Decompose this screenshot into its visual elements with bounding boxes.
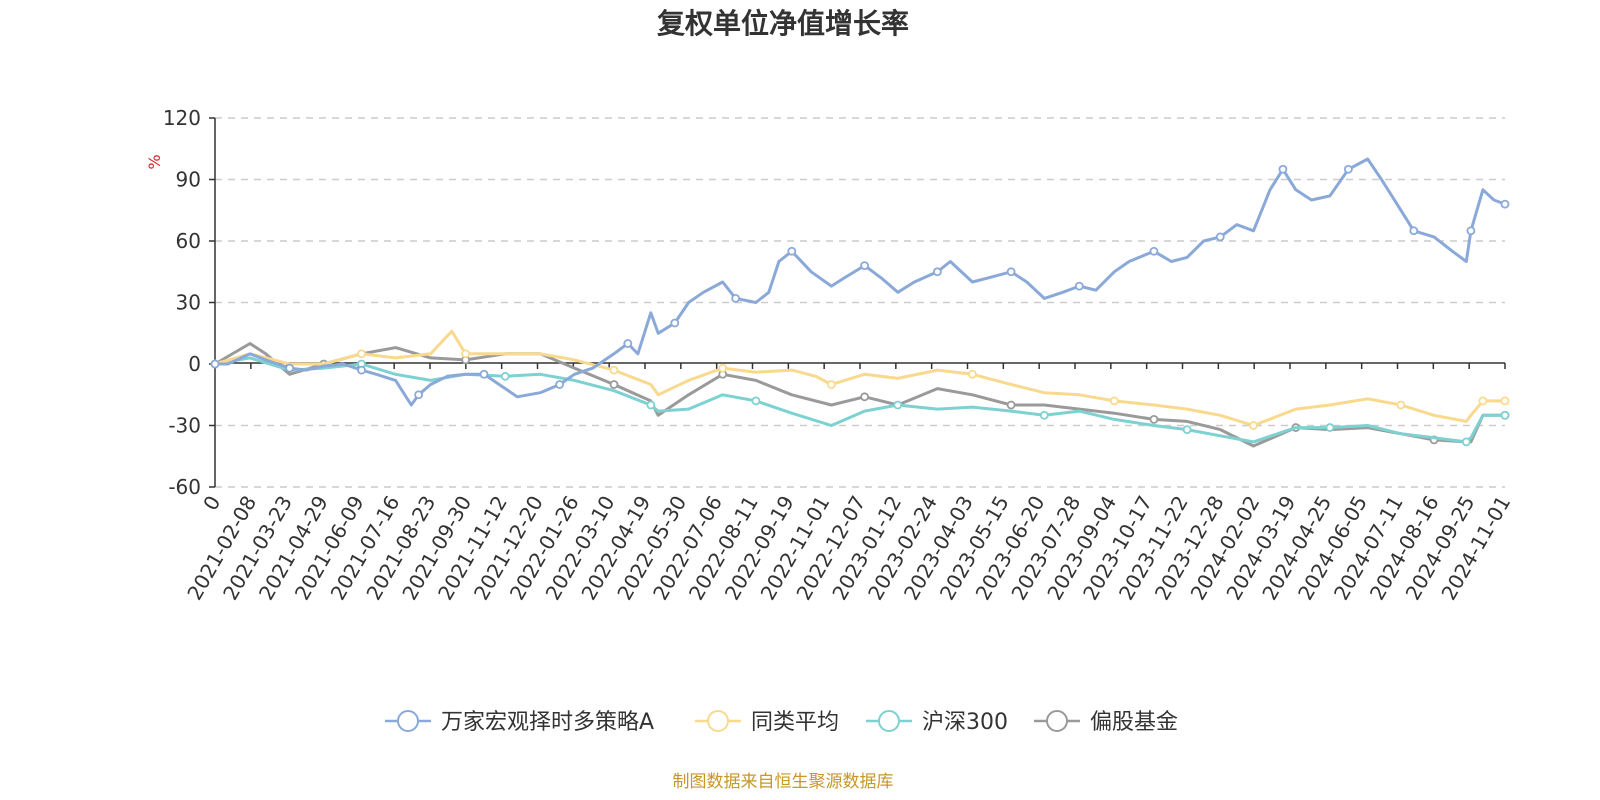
data-point xyxy=(357,365,366,375)
legend-item-2[interactable]: 沪深300 xyxy=(866,710,1008,735)
y-axis-unit-label: % xyxy=(145,154,164,169)
data-point xyxy=(609,380,619,389)
series-2 xyxy=(210,356,1510,447)
data-point xyxy=(1074,281,1084,291)
data-point xyxy=(1006,267,1016,277)
legend-circle-icon xyxy=(1046,710,1068,732)
data-point xyxy=(787,246,797,256)
chart-title: 复权单位净值增长率 xyxy=(657,7,909,40)
data-point xyxy=(968,369,977,379)
gridlines xyxy=(215,117,1505,488)
legend-item-0[interactable]: 万家宏观择时多策略A xyxy=(385,710,654,735)
data-point xyxy=(860,261,870,271)
data-point xyxy=(1396,400,1406,410)
data-point xyxy=(479,369,489,379)
data-point xyxy=(1500,199,1510,209)
data-point xyxy=(623,339,633,348)
data-point xyxy=(210,359,220,369)
y-tick-label: 90 xyxy=(176,168,201,192)
data-point xyxy=(731,293,741,303)
y-tick-label: 60 xyxy=(176,229,201,253)
data-point xyxy=(414,390,424,400)
legend-circle-icon xyxy=(878,710,900,732)
data-point xyxy=(751,396,761,406)
legend-item-3[interactable]: 偏股基金 xyxy=(1034,710,1178,735)
data-point xyxy=(1249,421,1258,430)
data-point xyxy=(555,380,565,389)
series-line xyxy=(213,157,1507,407)
data-point xyxy=(860,392,870,402)
data-point xyxy=(1466,226,1476,236)
y-tick-label: -60 xyxy=(168,475,201,499)
data-point xyxy=(1182,425,1192,435)
data-point xyxy=(1109,396,1119,406)
legend-label: 偏股基金 xyxy=(1090,710,1178,735)
legend-label: 同类平均 xyxy=(751,710,839,735)
data-point xyxy=(893,400,903,410)
series-0 xyxy=(210,157,1510,407)
data-source-note: 制图数据来自恒生聚源数据库 xyxy=(673,772,894,792)
legend-circle-icon xyxy=(707,710,729,732)
data-point xyxy=(1343,164,1353,174)
data-point xyxy=(1149,414,1159,424)
data-point xyxy=(646,400,656,410)
y-tick-label: -30 xyxy=(168,414,201,438)
data-point xyxy=(1500,396,1510,406)
data-point xyxy=(357,349,366,359)
data-point xyxy=(1278,164,1288,174)
data-point xyxy=(827,380,836,389)
data-point xyxy=(1500,410,1510,420)
data-point xyxy=(1039,410,1049,420)
legend: 万家宏观择时多策略A 同类平均 沪深300 偏股基金 xyxy=(385,710,1178,735)
y-tick-label: 0 xyxy=(188,352,201,376)
data-point xyxy=(461,349,471,359)
legend-label: 沪深300 xyxy=(922,710,1008,735)
data-point xyxy=(1006,400,1016,410)
data-point xyxy=(609,365,619,375)
legend-label: 万家宏观择时多策略A xyxy=(441,710,654,735)
y-tick-label: 30 xyxy=(176,291,201,315)
data-point xyxy=(285,363,295,373)
x-tick-label: 0 xyxy=(198,492,225,515)
series-line xyxy=(213,329,1507,427)
data-point xyxy=(1409,226,1419,236)
data-point xyxy=(1149,246,1159,256)
data-point xyxy=(500,371,510,381)
data-point xyxy=(1478,396,1488,406)
data-point xyxy=(670,318,680,328)
data-point xyxy=(1215,232,1225,242)
data-point xyxy=(933,267,942,277)
data-point xyxy=(1325,423,1335,432)
y-tick-label: 120 xyxy=(163,106,201,130)
data-point xyxy=(718,363,728,373)
series-lines xyxy=(210,157,1510,448)
data-point xyxy=(1461,437,1471,447)
series-line xyxy=(213,342,1507,448)
legend-circle-icon xyxy=(397,710,419,732)
legend-item-1[interactable]: 同类平均 xyxy=(695,710,839,735)
